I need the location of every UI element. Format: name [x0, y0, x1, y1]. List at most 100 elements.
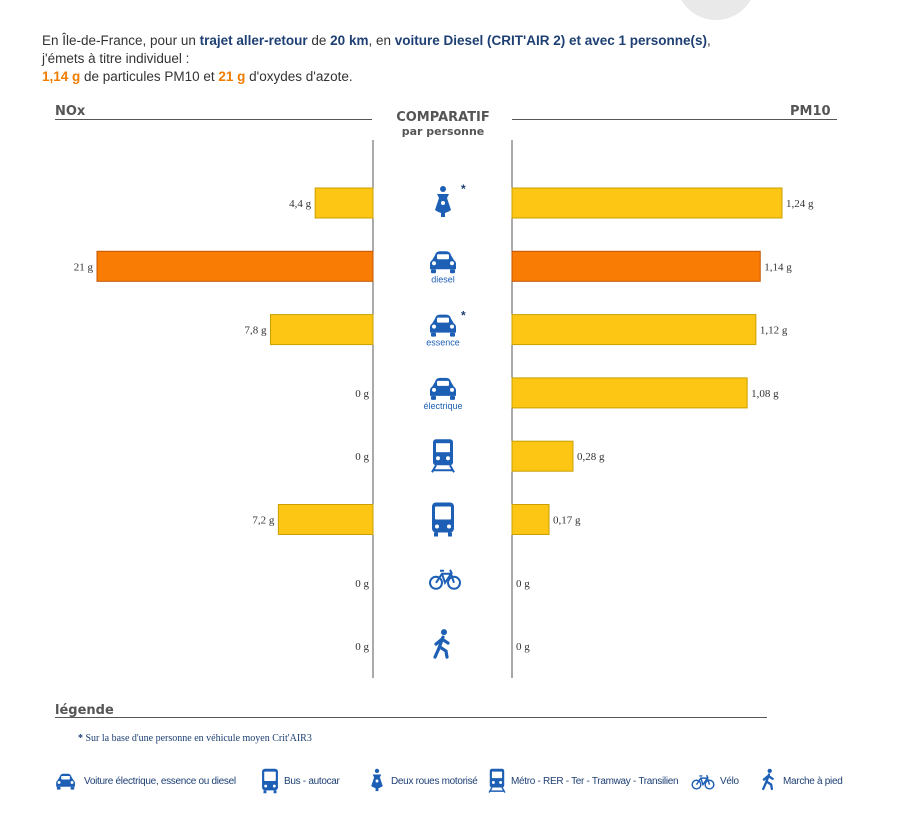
bike-frame: [695, 774, 711, 787]
intro-text-part: ,: [707, 33, 711, 48]
nox-value-label: 0 g: [355, 578, 369, 590]
car-icon: [430, 314, 456, 337]
bus-light: [272, 784, 276, 788]
train-rails: [488, 787, 506, 793]
bike-icon: [691, 774, 715, 790]
pm10-value-label: 0 g: [516, 578, 530, 590]
scooter-head: [374, 768, 380, 774]
car-light: [450, 387, 454, 392]
nox-value-label: 4,4 g: [289, 198, 312, 210]
category-sublabel: essence: [426, 338, 460, 348]
legend-item: Vélo: [688, 768, 739, 794]
legend-item: Deux roues motorisé: [365, 768, 478, 794]
car-light: [432, 261, 436, 266]
pm10-value-label: 0,28 g: [577, 451, 605, 463]
intro-text-part: , en: [368, 33, 395, 48]
intro-line-3: 1,14 g de particules PM10 et 21 g d'oxyd…: [42, 68, 711, 86]
legend-item: Marche à pied: [757, 768, 843, 794]
nox-value-label: 0 g: [355, 388, 369, 400]
category-sublabel: diesel: [431, 274, 455, 284]
car-window: [437, 317, 449, 323]
walk-icon: [433, 629, 450, 659]
train-light: [491, 781, 495, 784]
nox-bar: [314, 187, 374, 219]
car-wheel: [431, 269, 436, 274]
legend-item: Métro - RER - Ter - Tramway - Transilien: [485, 768, 679, 794]
intro-text-part: d'oxydes d'azote.: [245, 69, 353, 84]
nox-bar: [96, 250, 374, 282]
legend-title: légende: [55, 703, 114, 718]
bus-wheel: [263, 790, 267, 794]
legend-note: * Sur la base d'une personne en véhicule…: [78, 733, 312, 744]
bus-window: [435, 506, 451, 520]
scooter-wheel: [441, 212, 445, 217]
car-icon: [56, 773, 75, 790]
intro-text-part: de: [307, 33, 331, 48]
pm10-result: 1,14 g: [42, 69, 81, 84]
pm10-bar: [511, 250, 761, 282]
nox-header: NOx: [55, 104, 86, 119]
legend-item-label: Vélo: [720, 775, 739, 787]
car-body: [56, 773, 75, 787]
bus-window: [264, 771, 276, 781]
car-icon: [430, 377, 456, 400]
intro-text-part: de particules PM10 et: [80, 69, 219, 84]
car-light: [432, 324, 436, 329]
bike-wheel: [691, 779, 702, 790]
pm10-value-label: 1,14 g: [764, 261, 792, 273]
car-wheel: [450, 395, 455, 400]
bike-wheel: [704, 779, 715, 790]
train-light: [499, 781, 503, 784]
bus-light: [264, 784, 268, 788]
nox-bar: [269, 314, 374, 346]
car-window: [61, 775, 70, 780]
legend-item-label: Voiture électrique, essence ou diesel: [84, 775, 236, 787]
scooter-wheel: [375, 787, 379, 792]
bus-light: [447, 524, 451, 529]
bike-wheel: [429, 575, 443, 590]
car-light: [450, 261, 454, 266]
chart-title-main: COMPARATIF: [396, 110, 490, 125]
pm10-bar: [511, 377, 748, 409]
walker-head: [767, 768, 772, 774]
car-body: [430, 251, 456, 270]
legend-item: Bus - autocar: [258, 768, 340, 794]
bus-wheel: [448, 532, 452, 537]
pm10-value-label: 0,17 g: [553, 515, 581, 527]
bike-frame: [435, 569, 455, 586]
legend-note-star: *: [78, 733, 83, 744]
car-icon: [430, 251, 456, 274]
car-wheel: [56, 786, 61, 790]
bus-wheel: [434, 532, 438, 537]
intro-line-2: j'émets à titre individuel :: [42, 51, 190, 66]
nox-value-label: 0 g: [355, 451, 369, 463]
walk-icon: [762, 768, 774, 791]
chart-title-sub: par personne: [401, 125, 485, 138]
train-window: [436, 443, 450, 453]
legend-item-label: Métro - RER - Ter - Tramway - Transilien: [511, 775, 679, 787]
bus-icon: [262, 768, 278, 794]
pm10-header-line: [512, 119, 837, 120]
category-star: *: [461, 182, 466, 196]
vehicle-description: voiture Diesel (CRIT'AIR 2) et avec 1 pe…: [394, 33, 708, 48]
scooter-light: [441, 201, 445, 205]
pm10-value-label: 1,12 g: [760, 325, 788, 337]
pm10-value-label: 1,24 g: [786, 198, 814, 210]
car-window: [437, 254, 449, 260]
car-window: [437, 380, 449, 386]
nox-value-label: 7,8 g: [244, 325, 267, 337]
car-wheel: [431, 332, 436, 337]
legend-item-label: Marche à pied: [783, 775, 843, 787]
walker-body: [433, 635, 450, 659]
scooter-head: [440, 186, 446, 192]
scooter-icon: [435, 186, 451, 217]
comparison-chart: 4,4 g 1,24 g * 21 g 1,14 g diesel 7,8 g 1,12 g e…: [74, 140, 814, 678]
category-sublabel: électrique: [423, 401, 462, 411]
car-light: [57, 781, 61, 784]
pm10-bar: [511, 440, 574, 472]
walker-head: [441, 629, 447, 636]
train-rails: [431, 464, 455, 473]
pm10-bar: [511, 187, 783, 219]
nox-header-line: [55, 119, 372, 120]
car-wheel: [70, 786, 75, 790]
